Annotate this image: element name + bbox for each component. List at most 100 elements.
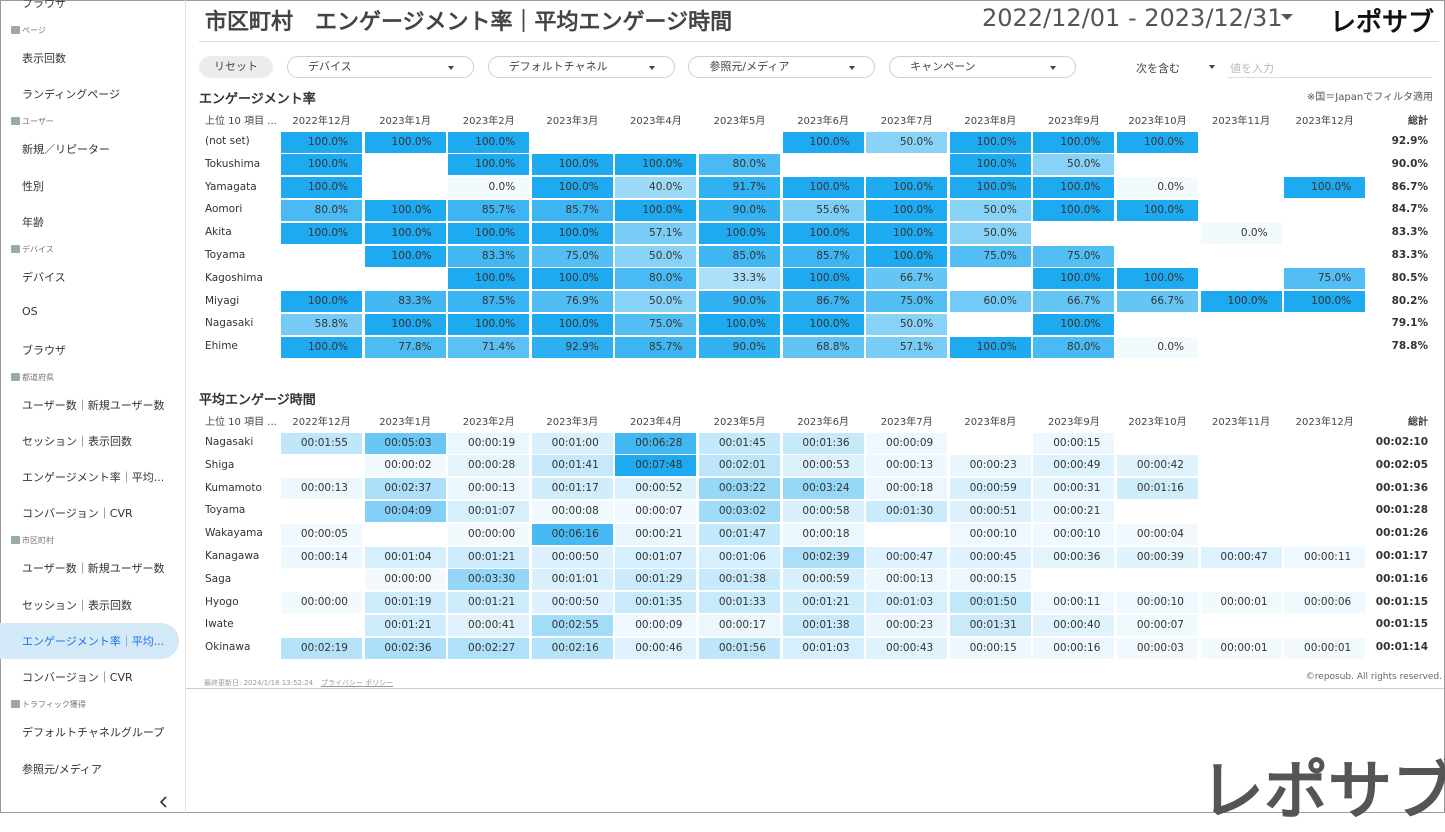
heat-cell: 00:00:21	[615, 523, 697, 545]
nav-item[interactable]: 年齢	[22, 215, 44, 229]
nav-section-header: トラフィック獲得	[22, 700, 86, 710]
sidebar: ブラウザ ページ 表示回数 ランディングページ ユーザー 新規／リピーター 性別 年齢 デバイス…	[0, 0, 186, 813]
heat-cell: 100.0%	[531, 268, 613, 290]
match-select[interactable]: 次を含む	[1136, 62, 1180, 75]
column-header: 2023年4月	[629, 417, 682, 428]
table-title: エンゲージメント率	[199, 92, 316, 107]
page-title: 市区町村 エンゲージメント率｜平均エンゲージ時間	[205, 10, 733, 35]
filter-dropdown[interactable]: デフォルトチャネル	[487, 56, 675, 78]
row-label: Aomori	[205, 203, 243, 216]
nav-item[interactable]: デフォルトチャネルグループ	[22, 726, 165, 740]
reset-button[interactable]: リセット	[199, 56, 273, 78]
privacy-link[interactable]: プライバシー ポリシー	[321, 679, 394, 687]
heat-cell: 85.7%	[615, 336, 697, 358]
heat-cell: 50.0%	[949, 199, 1031, 221]
heat-cell: 00:00:49	[1033, 455, 1115, 477]
column-header: 2023年5月	[713, 417, 766, 428]
heat-cell: 0.0%	[1117, 336, 1198, 358]
heat-cell: 77.8%	[364, 336, 446, 358]
heat-cell: 00:03:30	[448, 569, 530, 591]
dropdown-arrow[interactable]	[848, 65, 856, 71]
column-header: 2023年1月	[379, 417, 431, 428]
filter-dropdown[interactable]: デバイス	[287, 56, 474, 78]
filter-input[interactable]: 値を入力	[1228, 60, 1432, 78]
heat-cell: 00:00:11	[1284, 546, 1366, 568]
filter-dropdown[interactable]: キャンペーン	[889, 56, 1077, 78]
nav-item[interactable]: コンバージョン｜CVR	[22, 671, 133, 685]
row-total: 00:01:36	[1375, 481, 1428, 494]
column-header: 2023年4月	[629, 116, 682, 127]
heat-cell: 75.0%	[1033, 245, 1115, 267]
nav-item[interactable]: OS	[22, 305, 38, 319]
heat-cell: 00:00:13	[448, 478, 530, 500]
heat-cell: 00:01:33	[699, 592, 780, 614]
nav-item[interactable]: ブラウザ	[22, 0, 66, 10]
column-header: 2023年8月	[964, 116, 1017, 127]
date-range[interactable]: 2022/12/01 - 2023/12/31	[982, 4, 1283, 32]
heat-cell: 100.0%	[448, 222, 530, 244]
heat-cell: 00:02:37	[364, 478, 446, 500]
nav-item[interactable]: エンゲージメント率｜平均...	[22, 635, 165, 648]
nav-item[interactable]: デバイス	[22, 270, 66, 284]
heat-cell: 00:01:55	[281, 432, 362, 454]
row-total: 80.5%	[1391, 271, 1428, 284]
heat-cell: 68.8%	[782, 336, 864, 358]
heat-cell: 92.9%	[531, 336, 613, 358]
filter-dropdown[interactable]: 参照元/メディア	[688, 56, 876, 78]
row-total: 80.2%	[1391, 294, 1428, 307]
collapse-button[interactable]	[156, 794, 172, 810]
row-label: Shiga	[205, 458, 235, 471]
heat-cell: 00:02:55	[531, 614, 613, 636]
table-note: ※国＝Japanでフィルタ適用	[1306, 92, 1433, 103]
heat-cell: 00:01:00	[531, 432, 613, 454]
heat-cell: 00:00:43	[866, 637, 948, 659]
heat-cell: 00:07:48	[615, 455, 697, 477]
heat-cell: 00:02:27	[448, 637, 530, 659]
column-header: 2023年9月	[1047, 417, 1100, 428]
heat-cell: 85.7%	[448, 199, 530, 221]
heat-cell: 00:00:18	[866, 478, 948, 500]
heat-cell: 55.6%	[782, 199, 864, 221]
nav-item[interactable]: 新規／リピーター	[22, 143, 110, 157]
column-header: 2023年3月	[546, 417, 599, 428]
heat-cell: 00:00:42	[1117, 455, 1198, 477]
heat-cell: 80.0%	[281, 199, 362, 221]
nav-item[interactable]: セッション｜表示回数	[22, 434, 132, 448]
nav-item[interactable]: ブラウザ	[22, 343, 66, 357]
heat-cell: 00:00:23	[866, 614, 948, 636]
nav-item[interactable]: ユーザー数｜新規ユーザー数	[22, 398, 165, 412]
nav-item[interactable]: 性別	[22, 179, 44, 193]
heat-cell: 00:00:05	[281, 523, 362, 545]
heat-cell: 100.0%	[782, 313, 864, 335]
nav-item[interactable]: エンゲージメント率｜平均...	[22, 471, 165, 485]
heat-cell: 50.0%	[1033, 154, 1115, 176]
dropdown-arrow[interactable]	[1208, 64, 1216, 70]
row-label: Saga	[205, 572, 232, 585]
nav-section-header: ユーザー	[22, 117, 54, 127]
heat-cell: 100.0%	[866, 222, 948, 244]
nav-item[interactable]: 参照元/メディア	[22, 762, 102, 776]
nav-item[interactable]: コンバージョン｜CVR	[22, 507, 133, 521]
date-dropdown-arrow[interactable]	[1280, 12, 1296, 22]
nav-item[interactable]: セッション｜表示回数	[22, 598, 132, 612]
dropdown-arrow[interactable]	[648, 65, 656, 71]
dropdown-arrow[interactable]	[447, 65, 455, 71]
heat-cell: 00:00:00	[448, 523, 530, 545]
heat-cell: 57.1%	[866, 336, 948, 358]
heat-cell: 00:01:06	[699, 546, 780, 568]
heat-cell: 00:00:40	[1033, 614, 1115, 636]
heat-cell: 58.8%	[281, 313, 362, 335]
row-label: Tokushima	[205, 157, 261, 170]
nav-item[interactable]: ユーザー数｜新規ユーザー数	[22, 562, 165, 576]
heat-cell: 50.0%	[866, 131, 948, 153]
column-header: 2023年12月	[1295, 417, 1354, 428]
nav-item[interactable]: 表示回数	[22, 52, 66, 65]
row-label: Iwate	[205, 618, 234, 631]
heat-cell: 0.0%	[1117, 177, 1198, 199]
heat-cell: 00:00:15	[1033, 432, 1115, 454]
column-header: 2023年10月	[1128, 116, 1187, 127]
heat-cell: 00:01:41	[531, 455, 613, 477]
nav-item[interactable]: ランディングページ	[22, 88, 121, 102]
heat-cell: 00:03:24	[782, 478, 864, 500]
dropdown-arrow[interactable]	[1049, 65, 1057, 71]
